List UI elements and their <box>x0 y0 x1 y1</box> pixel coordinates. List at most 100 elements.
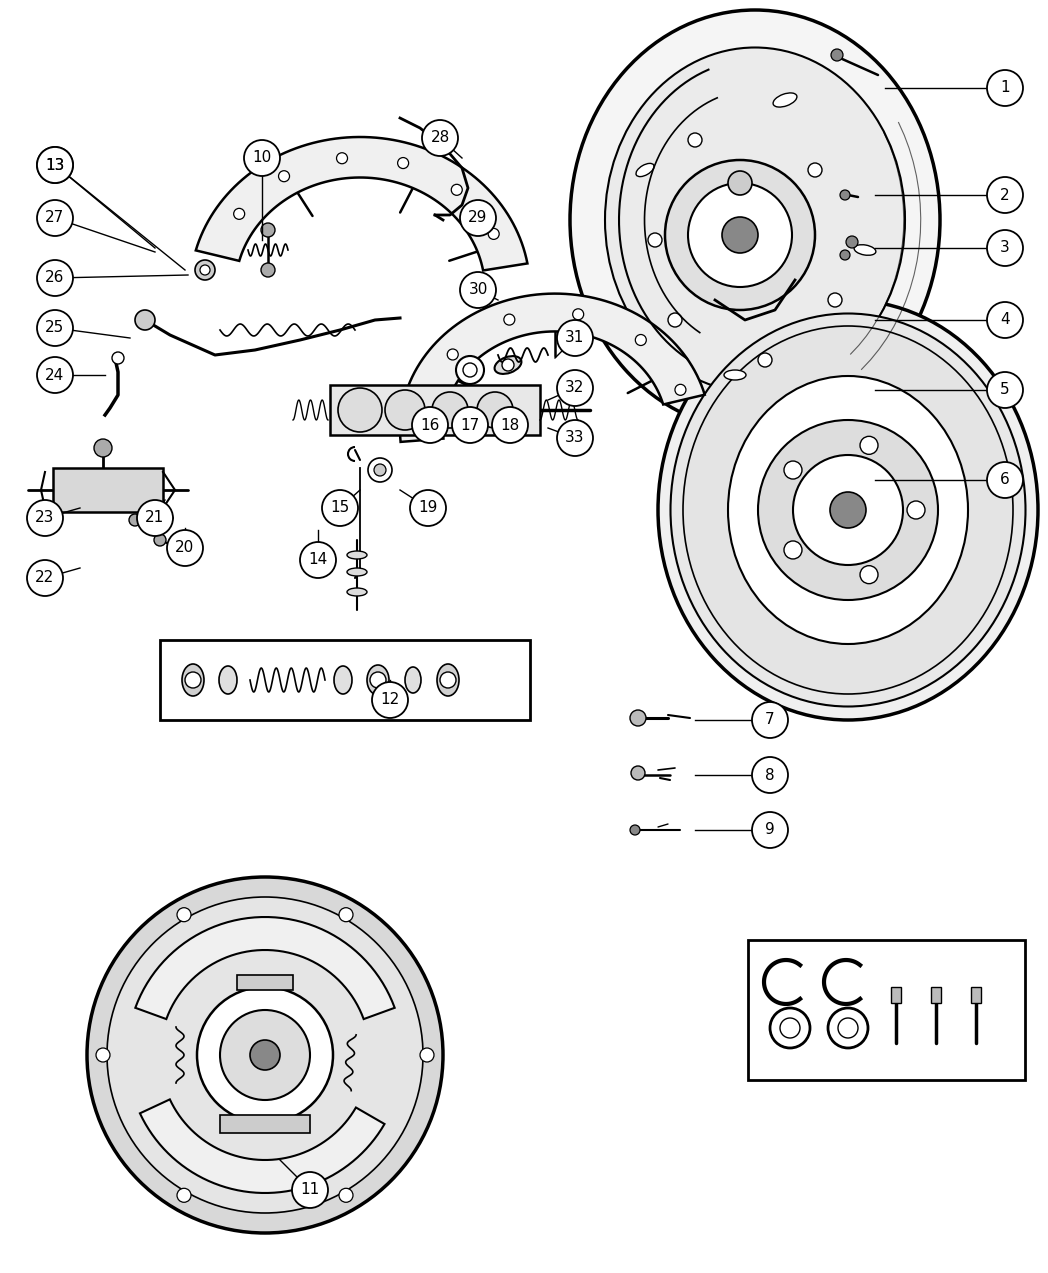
Circle shape <box>860 565 878 584</box>
Circle shape <box>728 171 752 195</box>
Circle shape <box>220 1009 310 1100</box>
Text: 13: 13 <box>45 158 65 173</box>
Circle shape <box>828 1008 868 1048</box>
Circle shape <box>339 908 353 922</box>
Circle shape <box>135 311 155 330</box>
Circle shape <box>648 233 662 247</box>
Circle shape <box>37 356 73 393</box>
Bar <box>237 975 293 990</box>
Circle shape <box>432 392 468 428</box>
Circle shape <box>336 153 348 164</box>
Circle shape <box>447 349 458 360</box>
Circle shape <box>185 672 201 687</box>
Circle shape <box>37 146 73 183</box>
Circle shape <box>770 1008 810 1048</box>
Circle shape <box>177 908 191 922</box>
Circle shape <box>675 384 686 396</box>
Circle shape <box>261 264 275 278</box>
Bar <box>53 468 163 512</box>
Text: 15: 15 <box>330 500 350 516</box>
Circle shape <box>631 766 645 780</box>
Text: 17: 17 <box>460 418 480 433</box>
Circle shape <box>502 359 514 370</box>
Ellipse shape <box>671 313 1026 707</box>
Circle shape <box>200 265 210 275</box>
Circle shape <box>96 1048 110 1062</box>
Ellipse shape <box>570 10 940 430</box>
Circle shape <box>452 407 488 443</box>
Circle shape <box>838 1018 858 1037</box>
Circle shape <box>665 160 815 311</box>
Circle shape <box>987 302 1023 339</box>
Circle shape <box>463 363 477 377</box>
Circle shape <box>167 530 203 566</box>
Circle shape <box>149 504 161 516</box>
Circle shape <box>752 757 788 793</box>
Text: 29: 29 <box>468 210 487 225</box>
Text: 7: 7 <box>765 713 774 727</box>
Circle shape <box>418 404 429 415</box>
Circle shape <box>397 158 409 168</box>
Bar <box>971 987 981 1003</box>
Circle shape <box>250 1040 280 1071</box>
Circle shape <box>37 146 73 183</box>
Circle shape <box>372 682 408 718</box>
Circle shape <box>784 461 802 479</box>
Ellipse shape <box>724 370 746 381</box>
Circle shape <box>987 230 1023 266</box>
Circle shape <box>440 672 456 687</box>
Circle shape <box>177 1188 191 1202</box>
Circle shape <box>244 140 280 176</box>
Text: 1: 1 <box>1000 80 1010 95</box>
Ellipse shape <box>367 665 389 695</box>
Text: 12: 12 <box>380 693 399 708</box>
Text: 22: 22 <box>36 570 54 586</box>
Circle shape <box>261 223 275 237</box>
Text: 24: 24 <box>45 368 65 382</box>
Circle shape <box>840 250 850 260</box>
Ellipse shape <box>854 244 876 256</box>
Polygon shape <box>135 917 395 1020</box>
Ellipse shape <box>773 93 796 107</box>
Circle shape <box>630 825 640 835</box>
Circle shape <box>828 293 842 307</box>
Circle shape <box>460 272 496 308</box>
Text: 13: 13 <box>45 158 65 173</box>
Circle shape <box>370 672 386 687</box>
Text: 5: 5 <box>1000 382 1010 397</box>
Ellipse shape <box>347 568 367 575</box>
Text: 10: 10 <box>253 150 271 165</box>
Circle shape <box>339 1188 353 1202</box>
Circle shape <box>630 710 646 726</box>
Text: 4: 4 <box>1000 312 1010 327</box>
Text: 25: 25 <box>45 321 65 336</box>
Text: 20: 20 <box>175 541 195 555</box>
Circle shape <box>112 353 124 364</box>
Circle shape <box>840 190 850 200</box>
Text: 8: 8 <box>765 768 774 783</box>
Circle shape <box>668 313 682 327</box>
Circle shape <box>27 560 63 596</box>
Circle shape <box>831 48 843 61</box>
Ellipse shape <box>636 163 654 177</box>
Circle shape <box>422 120 458 157</box>
Circle shape <box>452 185 462 195</box>
Circle shape <box>722 216 758 253</box>
Circle shape <box>907 502 925 519</box>
Text: 26: 26 <box>45 270 65 285</box>
Ellipse shape <box>334 666 352 694</box>
Circle shape <box>279 171 289 182</box>
Circle shape <box>322 490 358 526</box>
Ellipse shape <box>437 665 459 696</box>
Circle shape <box>752 812 788 848</box>
Circle shape <box>94 439 112 457</box>
Circle shape <box>780 1018 800 1037</box>
Ellipse shape <box>347 551 367 559</box>
Text: 9: 9 <box>765 822 774 838</box>
Ellipse shape <box>728 376 968 644</box>
Circle shape <box>846 236 858 248</box>
Circle shape <box>808 163 822 177</box>
Circle shape <box>300 542 336 578</box>
Circle shape <box>37 200 73 236</box>
Circle shape <box>784 541 802 559</box>
